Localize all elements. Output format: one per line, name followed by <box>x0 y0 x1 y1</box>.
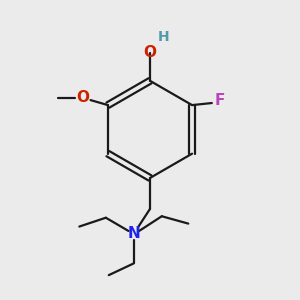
Text: O: O <box>143 45 157 60</box>
Text: N: N <box>128 226 140 242</box>
Text: H: H <box>158 30 169 44</box>
Text: O: O <box>76 90 89 105</box>
Text: F: F <box>215 93 225 108</box>
